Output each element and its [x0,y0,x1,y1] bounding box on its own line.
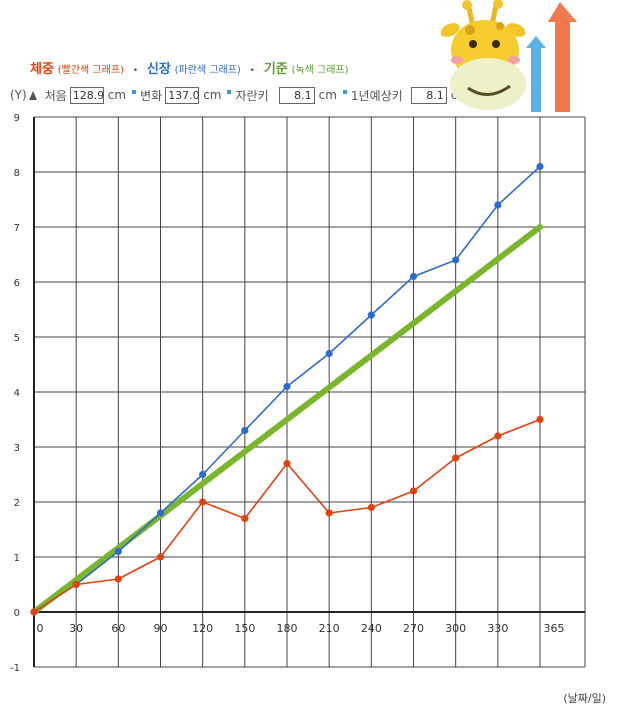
data-point [536,415,544,424]
data-point [241,426,249,435]
data-point [367,311,375,319]
y-tick-label: 4 [14,388,20,399]
legend-standard-desc: (녹색 그래프) [291,65,349,76]
legend-weight-desc: (빨간색 그래프) [57,65,124,76]
change-unit: cm [203,88,222,102]
data-point [409,487,418,495]
bullet-icon [227,90,232,94]
data-point [156,509,165,517]
giraffe-mascot-icon [440,0,577,112]
legend-weight-label: 체중 [30,62,54,77]
data-point [283,382,291,391]
chart-series [30,162,544,616]
x-tick-label: 270 [403,622,424,635]
y-tick-labels: -1 0 1 2 3 4 5 6 7 8 9 [10,113,20,674]
x-tick-label: 90 [154,622,168,635]
y-tick-label: 2 [14,498,20,509]
bullet-icon [132,90,137,94]
grown-label: 자란키 [235,88,269,103]
chart-legend: 체중 (빨간색 그래프) • 신장 (파란색 그래프) • 기준 (녹색 그래프… [30,58,349,77]
legend-separator: • [132,66,139,76]
data-point [114,547,122,556]
data-point [452,454,460,462]
measurement-toolbar: (Y) 처음 128.9 cm 변화 137.0 cm 자란키 8.1 cm 1… [10,86,469,104]
data-point [199,498,207,506]
x-tick-label: 30 [69,622,83,635]
change-value-field[interactable]: 137.0 [165,86,200,104]
start-label: 처음 [44,88,67,103]
start-unit: cm [107,88,127,102]
arrow-up-icon [28,90,37,100]
grown-value-field[interactable]: 8.1 [278,86,315,104]
y-tick-label: 1 [14,553,20,564]
x-tick-label: 180 [277,622,298,635]
series-line-기준 [31,224,543,615]
x-tick-label: 210 [319,622,340,635]
y-tick-label: 7 [14,223,20,234]
chart-grid [34,116,586,668]
x-tick-labels: 0 30 60 90 120 150 180 210 240 270 300 330 365 [37,622,565,635]
chart-axes [33,117,585,667]
y-tick-label: 8 [14,168,20,179]
data-point [494,201,502,209]
legend-separator: • [249,66,255,76]
x-tick-label: 120 [192,622,213,635]
data-point [494,432,502,440]
data-point [199,470,207,479]
x-tick-label: 240 [361,622,382,635]
data-point [72,580,80,589]
data-point [367,503,375,512]
y-tick-label: 5 [14,333,20,344]
expected-label: 1년예상키 [350,88,403,103]
legend-height-label: 신장 [146,62,171,77]
y-tick-label: 9 [14,113,20,124]
legend-standard-label: 기준 [263,62,288,77]
y-axis-label: (Y) [10,88,27,102]
grown-unit: cm [318,88,337,102]
data-point [241,514,249,523]
start-value-field[interactable]: 128.9 [69,86,104,104]
change-label: 변화 [140,88,163,103]
data-point [156,553,165,561]
data-point [30,608,38,616]
expected-value-field[interactable]: 8.1 [410,86,447,104]
x-tick-label: 0 [37,622,44,635]
x-tick-label: 365 [544,622,565,635]
data-point [114,575,122,583]
x-tick-label: 150 [234,622,255,635]
bullet-icon [342,90,347,94]
x-tick-label: 60 [111,622,125,635]
legend-height-desc: (파란색 그래프) [174,65,241,76]
x-tick-label: 300 [445,622,466,635]
data-point [283,459,291,468]
y-tick-label: 0 [14,608,20,619]
data-point [536,162,544,171]
y-tick-label: -1 [10,663,20,674]
y-tick-label: 6 [14,278,20,289]
data-point [452,256,460,264]
x-tick-label: 330 [487,622,508,635]
data-point [325,349,333,358]
x-axis-unit-label: (날짜/일) [563,692,606,705]
y-tick-label: 3 [14,443,20,454]
data-point [325,509,333,517]
data-point [409,272,418,281]
